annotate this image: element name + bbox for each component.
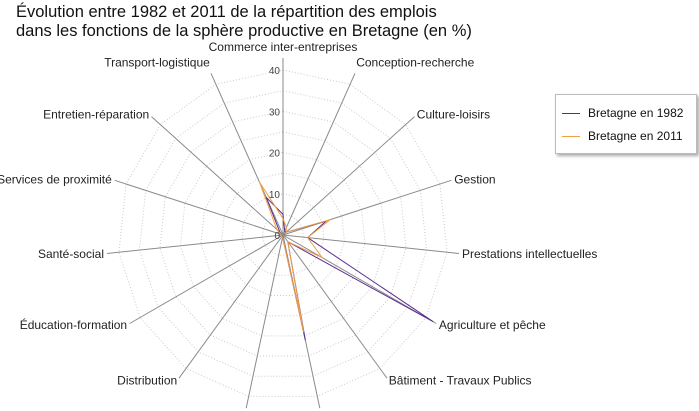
chart-title-line-1: Évolution entre 1982 et 2011 de la répar… bbox=[16, 3, 437, 21]
axis-label: Santé-social bbox=[38, 247, 104, 261]
axis-spoke bbox=[178, 234, 284, 379]
tick-label: 20 bbox=[269, 149, 281, 160]
axis-spoke bbox=[129, 234, 284, 324]
axis-spoke bbox=[282, 73, 356, 236]
axis-label: Culture-loisirs bbox=[417, 108, 490, 122]
axis-spoke bbox=[151, 116, 284, 236]
axis-label: Commerce inter-entreprises bbox=[209, 40, 358, 54]
radar-axis-labels: Commerce inter-entreprises Conception-rec… bbox=[0, 40, 597, 388]
legend-label-series-1: Bretagne en 1982 bbox=[588, 106, 684, 120]
axis-spoke bbox=[282, 234, 460, 254]
legend-swatch-series-2 bbox=[562, 135, 580, 137]
axis-spoke bbox=[106, 234, 284, 254]
axis-label: Gestion bbox=[454, 172, 495, 186]
chart-title-line-2: dans les fonctions de la sphère producti… bbox=[16, 22, 472, 40]
axis-label: Services de proximité bbox=[0, 172, 112, 186]
series-line-1 bbox=[265, 196, 434, 341]
tick-label: 0 bbox=[274, 231, 280, 242]
grid-ring bbox=[261, 213, 305, 256]
tick-label: 30 bbox=[269, 107, 281, 118]
axis-spoke bbox=[282, 179, 452, 236]
legend-label-series-2: Bretagne en 2011 bbox=[588, 129, 683, 143]
grid-ring bbox=[138, 90, 428, 377]
radar-grid bbox=[106, 58, 460, 409]
axis-spoke bbox=[210, 73, 284, 236]
series-line-2 bbox=[259, 181, 331, 333]
grid-ring bbox=[179, 131, 387, 337]
axis-spoke bbox=[282, 234, 437, 324]
axis-label: Conception-recherche bbox=[356, 56, 474, 70]
grid-ring bbox=[220, 172, 346, 296]
axis-spoke bbox=[282, 116, 415, 236]
grid-ring bbox=[118, 69, 448, 397]
grid-ring bbox=[241, 193, 325, 276]
tick-label: 40 bbox=[269, 66, 281, 77]
axis-spoke bbox=[245, 234, 284, 409]
axis-spoke bbox=[114, 179, 284, 236]
legend: Bretagne en 1982 Bretagne en 2011 bbox=[555, 94, 697, 154]
axis-label: Transport-logistique bbox=[104, 56, 210, 70]
axis-spoke bbox=[282, 234, 388, 379]
radar-series bbox=[259, 181, 434, 341]
chart-title: Évolution entre 1982 et 2011 de la répar… bbox=[16, 3, 472, 41]
axis-label: Éducation-formation bbox=[20, 317, 127, 332]
legend-item-series-1: Bretagne en 1982 bbox=[562, 105, 683, 121]
legend-swatch-series-1 bbox=[562, 112, 580, 114]
legend-item-series-2: Bretagne en 2011 bbox=[562, 128, 683, 144]
axis-label: Agriculture et pêche bbox=[439, 318, 546, 332]
axis-label: Distribution bbox=[117, 374, 177, 388]
axis-label: Prestations intellectuelles bbox=[462, 247, 597, 261]
tick-label: 10 bbox=[269, 190, 281, 201]
axis-label: Bâtiment - Travaux Publics bbox=[389, 374, 532, 388]
radar-ticks: 0 10 20 30 40 bbox=[269, 66, 281, 242]
axis-label: Entretien-réparation bbox=[43, 108, 149, 122]
